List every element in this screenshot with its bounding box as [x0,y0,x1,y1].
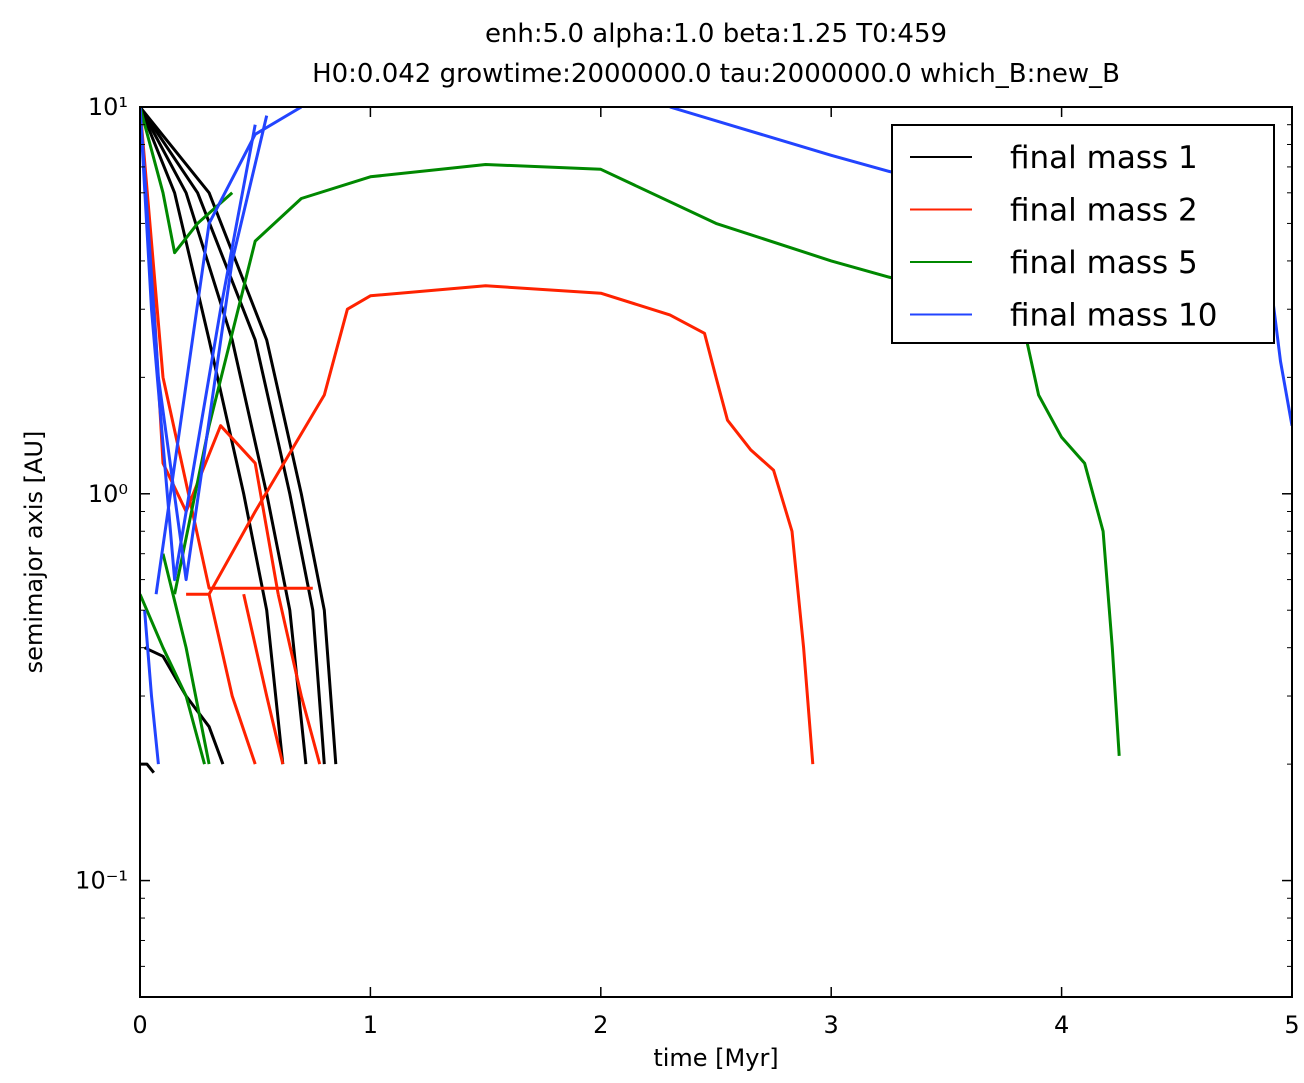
series-line [276,593,322,765]
chart-title: enh:5.0 alpha:1.0 beta:1.25 T0:459 [485,19,947,49]
series-line [173,163,1121,756]
series-line [140,107,313,590]
y-tick-label: 10⁻¹ [75,867,128,895]
series-line [242,593,285,765]
series-line [140,107,326,765]
legend-label: final mass 5 [1010,245,1198,281]
series-line [140,107,338,765]
chart-subtitle: H0:0.042 growtime:2000000.0 tau:2000000.… [312,59,1120,89]
series-line [143,610,160,765]
legend-label: final mass 10 [1010,298,1217,334]
x-tick-label: 5 [1284,1011,1299,1039]
y-tick-label: 10¹ [88,93,128,121]
legend-label: final mass 1 [1010,140,1198,176]
legend-label: final mass 2 [1010,193,1198,229]
series-line [140,107,308,765]
series-line [207,593,257,765]
series-line [140,107,257,582]
series-line [140,107,285,765]
y-tick-label: 10⁰ [88,480,128,508]
y-axis-label: semimajor axis [AU] [20,431,48,674]
x-tick-label: 3 [824,1011,839,1039]
series-line [140,107,234,255]
x-tick-label: 4 [1054,1011,1069,1039]
series-line [186,284,815,765]
x-tick-label: 2 [593,1011,608,1039]
series-line [140,762,155,774]
series-line [140,593,206,765]
series-line [140,107,269,582]
x-tick-label: 0 [132,1011,147,1039]
x-tick-label: 1 [363,1011,378,1039]
series-line [161,553,211,765]
legend-box [891,124,1275,344]
x-axis-label: time [Myr] [653,1044,778,1072]
plot-frame [139,106,1293,998]
